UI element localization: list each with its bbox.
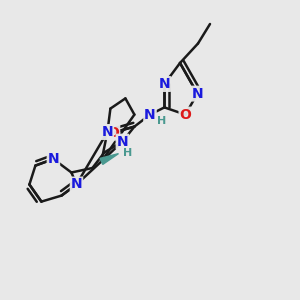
Text: O: O [107, 126, 119, 140]
Text: N: N [102, 125, 113, 139]
Text: N: N [144, 108, 156, 122]
Text: O: O [179, 108, 191, 122]
Text: H: H [123, 148, 132, 158]
Text: N: N [117, 135, 128, 148]
Text: N: N [48, 152, 59, 166]
Text: N: N [159, 77, 170, 91]
Text: H: H [157, 116, 166, 126]
Text: N: N [192, 87, 203, 100]
Polygon shape [100, 154, 118, 164]
Text: N: N [71, 178, 82, 191]
